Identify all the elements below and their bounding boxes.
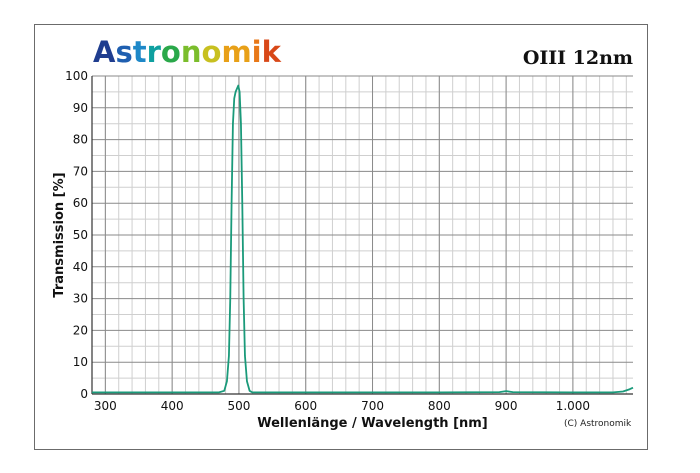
logo-letter: k bbox=[261, 35, 281, 69]
x-tick-label: 300 bbox=[94, 399, 117, 413]
x-axis-label: Wellenlänge / Wavelength [nm] bbox=[257, 416, 488, 431]
x-tick-label: 500 bbox=[227, 399, 250, 413]
transmission-curve bbox=[92, 84, 634, 394]
y-tick-label: 70 bbox=[73, 164, 88, 178]
y-tick-label: 40 bbox=[73, 260, 88, 274]
x-tick-label: 600 bbox=[294, 399, 317, 413]
y-tick-label: 90 bbox=[73, 101, 88, 115]
y-tick-label: 80 bbox=[73, 133, 88, 147]
y-tick-label: 20 bbox=[73, 323, 88, 337]
logo-letter: n bbox=[180, 35, 202, 69]
copyright-text: (C) Astronomik bbox=[564, 419, 632, 429]
y-tick-label: 30 bbox=[73, 292, 88, 306]
logo-letter: r bbox=[146, 35, 161, 69]
x-tick-label: 800 bbox=[428, 399, 451, 413]
logo-letter: t bbox=[132, 35, 147, 69]
logo-letter: i bbox=[251, 35, 262, 69]
y-tick-label: 10 bbox=[73, 355, 88, 369]
x-tick-label: 700 bbox=[361, 399, 384, 413]
logo-letter: o bbox=[201, 35, 222, 69]
y-tick-label: 60 bbox=[73, 196, 88, 210]
y-tick-label: 100 bbox=[65, 69, 88, 83]
y-tick-label: 50 bbox=[73, 228, 88, 242]
logo-letter: o bbox=[160, 35, 181, 69]
x-tick-label: 1.000 bbox=[556, 399, 590, 413]
y-axis-label: Transmission [%] bbox=[52, 172, 67, 297]
astronomik-logo: Astronomik bbox=[93, 38, 281, 67]
product-title: OIII 12nm bbox=[522, 47, 633, 69]
y-tick-label: 0 bbox=[80, 387, 88, 401]
x-tick-label: 400 bbox=[161, 399, 184, 413]
logo-letter: m bbox=[221, 35, 252, 69]
logo-letter: s bbox=[115, 35, 133, 69]
x-tick-label: 900 bbox=[495, 399, 518, 413]
logo-letter: A bbox=[93, 35, 116, 69]
